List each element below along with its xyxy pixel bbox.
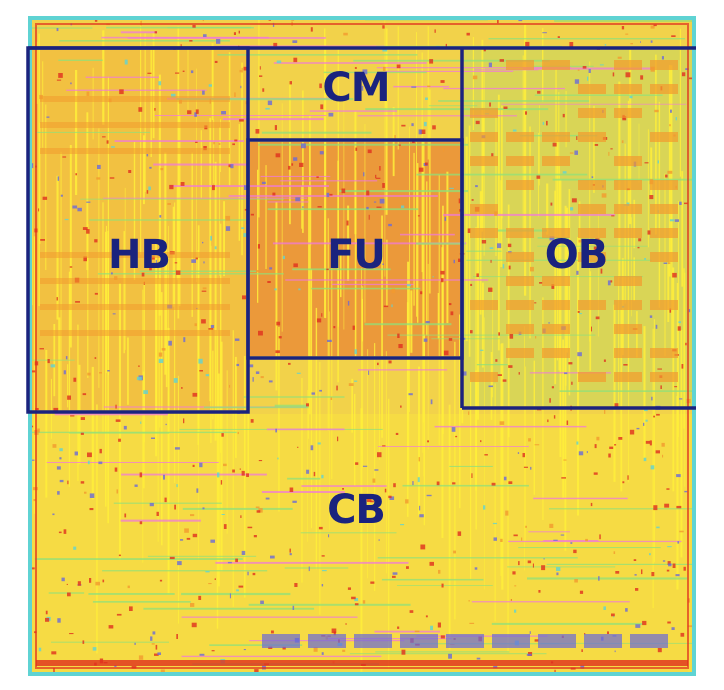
die-border — [28, 16, 696, 676]
block-label-hb: HB — [108, 232, 170, 278]
block-label-fu: FU — [327, 232, 385, 278]
die-inner-ring — [35, 23, 689, 669]
block-label-ob: OB — [545, 232, 608, 278]
partition-lines — [26, 46, 696, 414]
block-label-cb: CB — [327, 487, 385, 533]
block-label-cm: CM — [322, 65, 389, 111]
routing-texture — [28, 17, 696, 676]
